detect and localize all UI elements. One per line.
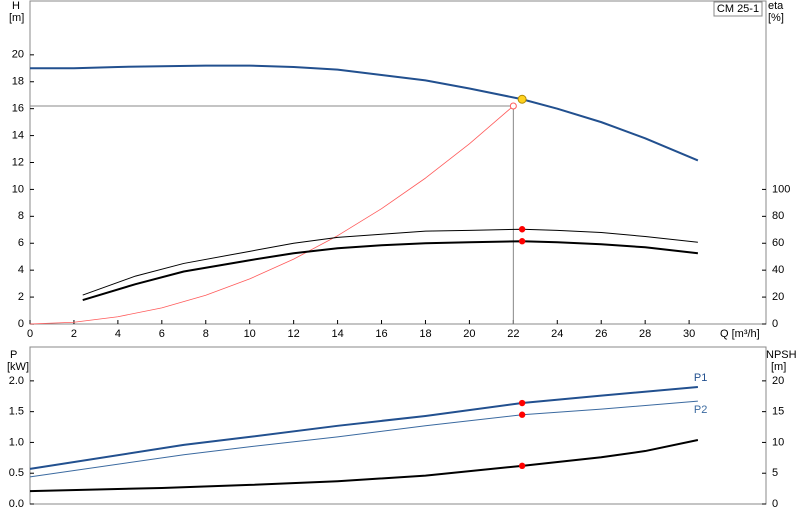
x-tick-label: 8 [203, 328, 209, 340]
duty-point [518, 462, 526, 470]
operating-point [517, 94, 527, 104]
series-label: P2 [694, 404, 707, 416]
y-tick-label: 6 [18, 237, 24, 249]
y2-tick-label: 40 [772, 264, 784, 276]
y-tick-label: 1.0 [9, 436, 24, 448]
x-tick-label: 14 [331, 328, 343, 340]
x-tick-label: 4 [115, 328, 121, 340]
y2-tick-label: 5 [772, 467, 778, 479]
y-tick-label: 18 [12, 76, 24, 88]
system-point [509, 102, 517, 110]
y-tick-label: 1.5 [9, 406, 24, 418]
y2-tick-label: 100 [772, 183, 790, 195]
x-tick-label: 28 [639, 328, 651, 340]
y2-tick-label: 20 [772, 291, 784, 303]
curve [29, 386, 698, 470]
legend-box [713, 1, 763, 17]
x-tick-label: 16 [375, 328, 387, 340]
y-tick-label: 4 [18, 264, 24, 276]
y-tick-label: 2.0 [9, 375, 24, 387]
y2-tick-label: 60 [772, 237, 784, 249]
x-tick-label: 6 [159, 328, 165, 340]
x-tick-label: 24 [551, 328, 563, 340]
x-tick-label: 20 [463, 328, 475, 340]
x-tick-label: 2 [71, 328, 77, 340]
curve [30, 64, 699, 162]
y-axis-unit: [kW] [7, 361, 29, 373]
y2-tick-label: 0 [772, 498, 778, 510]
x-tick-label: 10 [244, 328, 256, 340]
y2-tick-label: 80 [772, 210, 784, 222]
y-tick-label: 0.0 [9, 498, 24, 510]
y-tick-label: 8 [18, 210, 24, 222]
y-tick-label: 2 [18, 291, 24, 303]
x-tick-label: 0 [27, 328, 33, 340]
duty-point [518, 238, 526, 245]
series-label: P1 [694, 372, 707, 384]
y-tick-label: 0.5 [9, 467, 24, 479]
y-tick-label: 20 [12, 49, 24, 61]
y-axis-label: P [10, 349, 17, 361]
x-tick-label: 18 [419, 328, 431, 340]
x-tick-label: 12 [288, 328, 300, 340]
x-tick-label: 30 [683, 328, 695, 340]
y-tick-label: 10 [12, 183, 24, 195]
curve [29, 400, 698, 478]
y-tick-label: 0 [18, 318, 24, 330]
y2-axis-unit: [%] [768, 12, 784, 24]
bottom-plot-frame [29, 346, 767, 505]
legend-label: CM 25-1 [717, 3, 759, 15]
duty-point [518, 226, 526, 233]
duty-point [518, 411, 526, 418]
guide-line [30, 105, 514, 324]
y2-axis-label: eta [768, 0, 784, 12]
y2-axis-label: NPSH [766, 349, 797, 361]
y-tick-label: 14 [12, 129, 24, 141]
y2-tick-label: 20 [772, 375, 784, 387]
curve [82, 228, 698, 296]
y2-tick-label: 10 [772, 436, 784, 448]
duty-point [518, 399, 526, 407]
curve [29, 105, 514, 325]
y-axis-unit: [m] [9, 12, 24, 24]
top-plot-frame [29, 0, 767, 325]
y-tick-label: 16 [12, 103, 24, 115]
y2-tick-label: 0 [772, 318, 778, 330]
y-axis-label: H [12, 0, 20, 12]
x-tick-label: 26 [595, 328, 607, 340]
y-tick-label: 12 [12, 156, 24, 168]
y2-tick-label: 15 [772, 406, 784, 418]
curve [29, 438, 699, 493]
x-axis-label: Q [m³/h] [720, 328, 760, 340]
x-tick-label: 22 [507, 328, 519, 340]
y2-axis-unit: [m] [771, 361, 786, 373]
curve [82, 240, 699, 302]
